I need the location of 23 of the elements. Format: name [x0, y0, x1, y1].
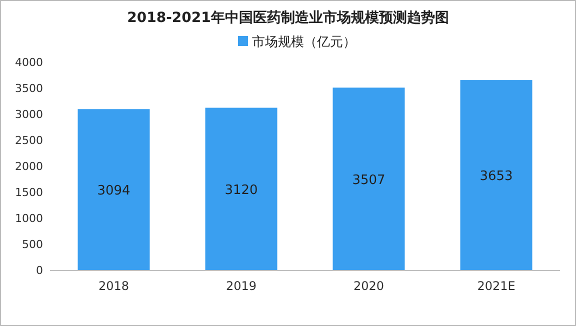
- y-tick-label: 1000: [15, 212, 43, 225]
- data-label: 3120: [224, 182, 258, 198]
- data-label: 3653: [480, 169, 513, 184]
- y-tick-label: 3000: [15, 108, 43, 121]
- y-tick-label: 500: [22, 238, 43, 251]
- y-tick-label: 4000: [15, 56, 43, 69]
- y-tick-label: 2000: [15, 160, 43, 173]
- bar: [460, 80, 532, 270]
- y-tick-label: 2500: [15, 134, 43, 147]
- bar: [78, 109, 150, 270]
- data-label: 3094: [97, 184, 130, 199]
- x-tick-label: 2020: [353, 279, 384, 293]
- data-label: 3507: [352, 172, 386, 188]
- y-tick-label: 1500: [15, 186, 43, 199]
- bar: [332, 88, 405, 270]
- chart-title: 2018-2021年中国医药制造业市场规模预测趋势图: [127, 9, 449, 26]
- x-tick-label: 2018: [98, 279, 130, 293]
- x-tick-label: 2019: [226, 279, 257, 293]
- x-tick-label: 2021E: [477, 279, 516, 293]
- y-tick-label: 0: [36, 264, 43, 277]
- y-tick-label: 3500: [15, 82, 43, 95]
- bar: [205, 108, 278, 270]
- legend-label: 市场规模（亿元）: [252, 35, 356, 50]
